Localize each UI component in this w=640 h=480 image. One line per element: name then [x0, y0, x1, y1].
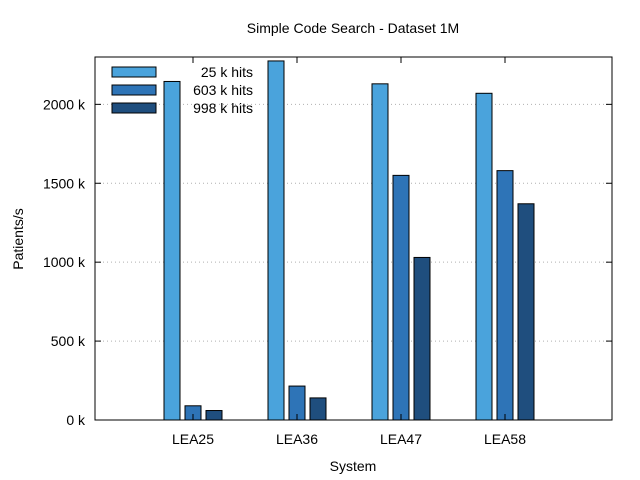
- y-tick-label: 2000 k: [43, 96, 86, 112]
- legend-label: 25 k hits: [201, 64, 253, 80]
- bar: [496, 170, 514, 421]
- bars: [163, 60, 535, 421]
- bar: [267, 60, 285, 421]
- x-tick-label: LEA47: [380, 431, 422, 447]
- bar: [371, 83, 389, 421]
- bar: [392, 174, 410, 421]
- y-axis-ticks: 0 k 500 k 1000 k 1500 k 2000 k: [43, 96, 612, 428]
- bar: [413, 256, 431, 421]
- y-tick-label: 0 k: [66, 412, 86, 428]
- x-tick-label: LEA36: [276, 431, 318, 447]
- legend-swatch: [111, 102, 157, 114]
- y-tick-label: 1500 k: [43, 175, 86, 191]
- bar: [205, 410, 223, 421]
- bar: [517, 203, 535, 421]
- bar: [309, 397, 327, 421]
- legend-swatch: [111, 66, 157, 78]
- x-axis-title: System: [330, 458, 377, 474]
- chart-title: Simple Code Search - Dataset 1M: [247, 20, 459, 36]
- bar: [475, 92, 493, 421]
- plot-frame: [94, 56, 613, 421]
- y-axis-title: Patients/s: [10, 208, 26, 269]
- legend: 25 k hits 603 k hits 998 k hits: [111, 64, 253, 116]
- y-tick-label: 1000 k: [43, 254, 86, 270]
- x-axis-ticks: LEA25 LEA36 LEA47 LEA58: [172, 57, 526, 447]
- legend-swatch: [111, 84, 157, 96]
- legend-label: 998 k hits: [193, 100, 253, 116]
- x-tick-label: LEA25: [172, 431, 214, 447]
- x-tick-label: LEA58: [484, 431, 526, 447]
- legend-label: 603 k hits: [193, 82, 253, 98]
- bar: [163, 80, 181, 421]
- y-tick-label: 500 k: [51, 333, 86, 349]
